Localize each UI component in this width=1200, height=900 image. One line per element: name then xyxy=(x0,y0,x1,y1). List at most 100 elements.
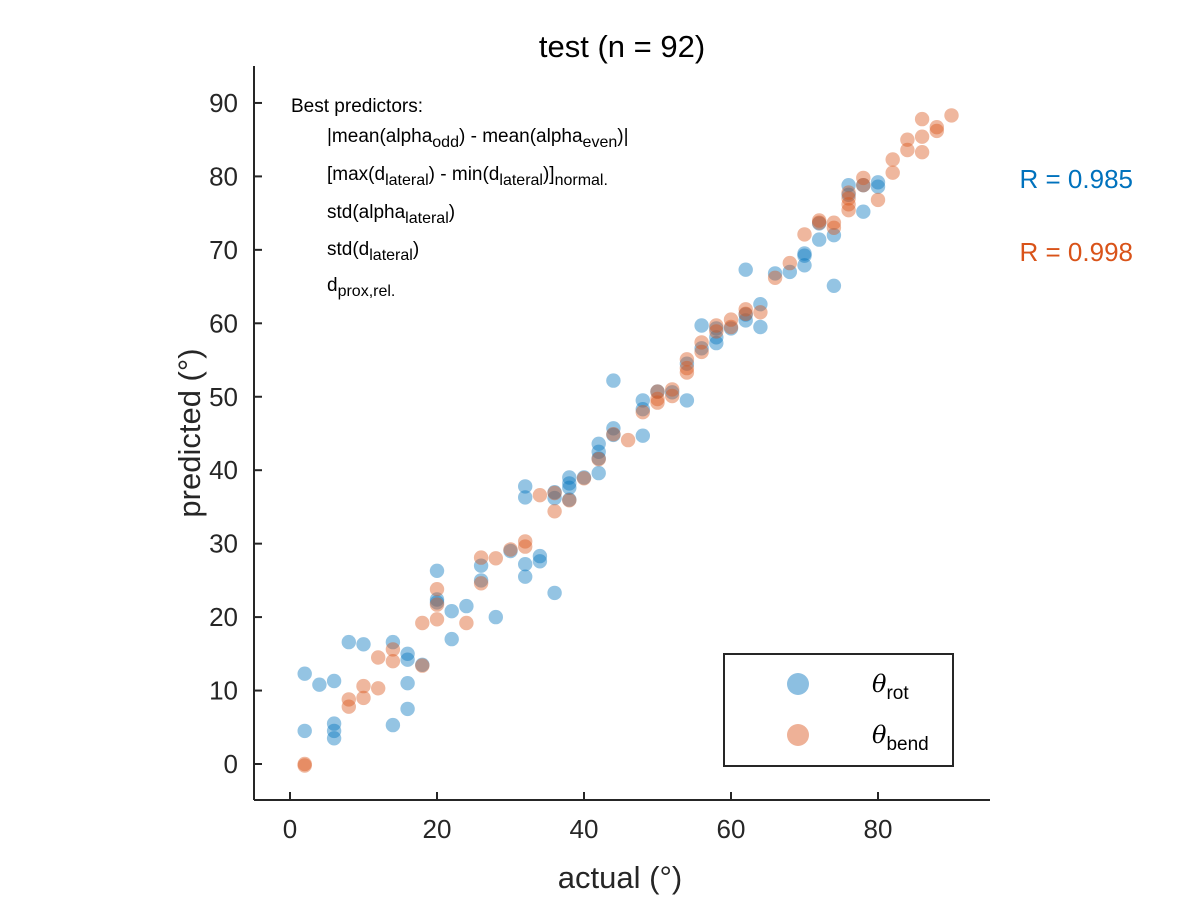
y-tick-label: 90 xyxy=(209,88,238,118)
data-point-rot xyxy=(532,548,548,564)
data-point-bend xyxy=(547,504,562,519)
data-point-rot xyxy=(518,569,533,584)
data-point-bend xyxy=(547,485,562,501)
data-point-rot xyxy=(606,373,621,388)
y-tick-label: 50 xyxy=(209,382,238,412)
data-point-rot xyxy=(547,490,562,506)
data-point-bend xyxy=(812,213,827,228)
data-point-bend xyxy=(738,302,753,317)
data-point-bend xyxy=(635,405,650,420)
data-point-rot xyxy=(738,313,753,328)
data-point-bend xyxy=(914,111,930,127)
data-point-rot xyxy=(562,492,577,507)
data-point-bend xyxy=(429,582,445,597)
data-point-bend xyxy=(709,324,724,339)
data-point-bend xyxy=(665,382,680,397)
data-point-bend xyxy=(929,123,944,139)
r-value-bend: R = 0.998 xyxy=(1020,237,1133,267)
data-point-rot xyxy=(297,723,312,739)
data-point-rot xyxy=(297,666,312,681)
data-point-rot xyxy=(547,485,562,500)
data-point-bend xyxy=(679,360,695,376)
x-tick-label: 80 xyxy=(864,814,893,844)
data-point-bend xyxy=(297,758,312,773)
predictor-line: |mean(alphaodd) - mean(alphaeven)| xyxy=(327,126,629,151)
data-point-bend xyxy=(694,344,709,360)
data-point-bend xyxy=(503,542,518,557)
predictor-text: [max(d xyxy=(327,164,385,185)
data-point-rot xyxy=(444,604,459,619)
data-point-rot xyxy=(753,297,768,312)
data-point-rot xyxy=(635,402,650,417)
data-point-rot xyxy=(812,232,827,247)
data-point-bend xyxy=(650,395,665,410)
data-point-bend xyxy=(341,699,356,714)
data-point-bend xyxy=(900,142,915,158)
data-point-bend xyxy=(606,427,621,442)
data-point-rot xyxy=(635,428,650,443)
data-point-rot xyxy=(576,470,592,485)
data-point-rot xyxy=(341,634,356,650)
data-point-bend xyxy=(341,692,356,707)
predictor-text: ) - min(d xyxy=(429,164,500,185)
predictor-text: ) - mean(alpha xyxy=(459,126,583,147)
data-point-bend xyxy=(371,681,386,696)
data-point-bend xyxy=(385,654,401,669)
data-point-rot xyxy=(429,563,445,578)
data-point-bend xyxy=(753,305,768,320)
data-point-rot xyxy=(826,278,842,293)
data-point-bend xyxy=(473,550,489,565)
data-point-bend xyxy=(385,642,401,657)
data-point-bend xyxy=(356,690,371,706)
data-point-rot xyxy=(385,634,401,650)
data-point-bend xyxy=(679,365,695,380)
data-point-bend xyxy=(856,170,871,186)
predictor-text: std(alpha xyxy=(327,202,406,223)
data-point-bend xyxy=(944,108,959,123)
predictor-subscript: normal. xyxy=(555,172,608,189)
data-point-rot xyxy=(591,436,606,451)
data-point-bend xyxy=(297,756,312,772)
data-point-bend xyxy=(841,203,856,218)
data-point-bend xyxy=(723,312,739,327)
predictor-text: std(d xyxy=(327,239,369,260)
x-axis-label: actual (°) xyxy=(558,860,682,895)
data-point-rot xyxy=(312,677,327,692)
data-point-rot xyxy=(841,187,856,202)
data-point-rot xyxy=(606,421,621,436)
legend: θrot θbend xyxy=(723,653,954,767)
data-point-bend xyxy=(415,658,430,673)
data-point-rot xyxy=(532,554,548,569)
chart-title: test (n = 92) xyxy=(539,29,705,64)
data-point-rot xyxy=(591,444,606,459)
data-point-rot xyxy=(562,480,577,495)
data-point-rot xyxy=(606,427,621,443)
predictor-text: )] xyxy=(543,164,555,185)
y-tick-label: 0 xyxy=(224,749,238,779)
data-point-rot xyxy=(856,204,871,219)
data-point-bend xyxy=(856,178,871,193)
data-point-bend xyxy=(488,551,503,566)
legend-label-rot: θrot xyxy=(872,670,909,704)
y-axis-label: predicted (°) xyxy=(172,348,207,517)
data-point-rot xyxy=(503,543,518,559)
legend-symbol: θ xyxy=(872,721,887,749)
data-point-rot xyxy=(738,307,753,322)
data-point-rot xyxy=(459,598,474,614)
data-point-bend xyxy=(900,132,915,147)
data-point-rot xyxy=(400,676,415,691)
data-point-rot xyxy=(429,592,445,607)
r-value-rot: R = 0.985 xyxy=(1020,164,1133,194)
data-point-rot xyxy=(518,479,533,494)
predictor-subscript: lateral xyxy=(499,172,543,189)
data-point-rot xyxy=(429,595,445,610)
data-point-rot xyxy=(444,631,459,647)
data-point-rot xyxy=(723,321,739,336)
predictor-subscript: lateral xyxy=(385,172,429,189)
data-point-bend xyxy=(826,215,842,230)
y-ticks: 0 10 20 30 40 50 60 70 80 90 xyxy=(209,88,262,779)
data-point-rot xyxy=(870,179,886,194)
y-tick-label: 60 xyxy=(209,308,238,338)
data-point-bend xyxy=(826,220,842,235)
